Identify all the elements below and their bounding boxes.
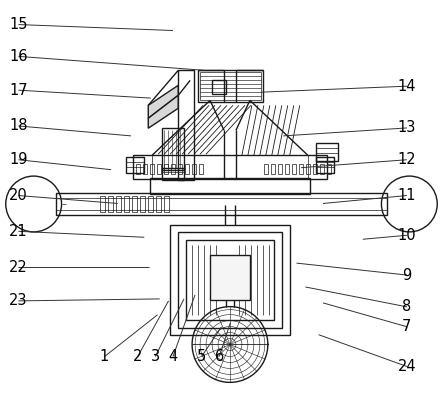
Text: 21: 21 xyxy=(9,224,28,239)
Text: 8: 8 xyxy=(402,299,412,314)
Bar xyxy=(55,193,388,215)
Bar xyxy=(156,196,161,212)
Bar xyxy=(218,285,242,295)
Bar xyxy=(157,164,161,174)
Text: 17: 17 xyxy=(9,83,28,98)
Bar xyxy=(164,164,168,174)
Bar xyxy=(278,164,282,174)
Bar xyxy=(133,155,326,179)
Bar xyxy=(117,196,121,212)
Bar xyxy=(178,232,282,328)
Bar xyxy=(264,164,268,174)
Bar xyxy=(178,71,194,180)
Bar xyxy=(143,164,147,174)
Bar xyxy=(316,157,334,173)
Bar xyxy=(126,157,144,173)
Bar xyxy=(198,71,263,102)
Bar xyxy=(164,196,169,212)
Text: 3: 3 xyxy=(151,349,160,364)
Bar xyxy=(171,164,175,174)
Text: 12: 12 xyxy=(398,152,416,167)
Bar xyxy=(271,164,275,174)
Text: 15: 15 xyxy=(9,17,27,32)
Bar xyxy=(150,178,310,194)
Bar xyxy=(210,255,250,300)
Text: 1: 1 xyxy=(100,349,109,364)
Text: 4: 4 xyxy=(168,349,178,364)
Bar xyxy=(320,164,324,174)
Bar xyxy=(162,128,184,170)
Bar xyxy=(101,196,105,212)
Bar xyxy=(313,164,317,174)
Text: 22: 22 xyxy=(9,260,28,275)
Polygon shape xyxy=(148,85,178,118)
Bar xyxy=(170,225,290,334)
Text: 23: 23 xyxy=(9,293,27,308)
Polygon shape xyxy=(148,95,178,128)
Text: 9: 9 xyxy=(402,268,412,282)
Text: 2: 2 xyxy=(133,349,142,364)
Bar xyxy=(140,196,145,212)
Bar xyxy=(299,164,303,174)
Bar xyxy=(199,164,203,174)
Text: 19: 19 xyxy=(9,152,27,167)
Bar xyxy=(148,196,153,212)
Text: 11: 11 xyxy=(398,188,416,203)
Bar xyxy=(316,143,338,161)
Bar xyxy=(136,164,140,174)
Text: 16: 16 xyxy=(9,49,27,64)
Text: 18: 18 xyxy=(9,119,27,133)
Bar xyxy=(200,73,261,100)
Bar xyxy=(109,196,113,212)
Bar xyxy=(306,164,310,174)
Bar xyxy=(150,164,154,174)
Bar xyxy=(212,81,226,95)
Text: 14: 14 xyxy=(398,79,416,94)
Bar xyxy=(186,240,274,320)
Bar xyxy=(326,164,330,174)
Bar xyxy=(185,164,189,174)
Bar xyxy=(124,196,129,212)
Text: 7: 7 xyxy=(402,319,412,334)
Bar xyxy=(192,164,196,174)
Bar xyxy=(162,168,184,180)
Text: 24: 24 xyxy=(398,359,416,374)
Text: 20: 20 xyxy=(9,188,28,203)
Bar xyxy=(132,196,137,212)
Bar xyxy=(285,164,289,174)
Text: 13: 13 xyxy=(398,120,416,135)
Bar xyxy=(178,164,182,174)
Text: 6: 6 xyxy=(215,349,224,364)
Bar xyxy=(292,164,296,174)
Text: 10: 10 xyxy=(398,228,416,243)
Text: 5: 5 xyxy=(197,349,206,364)
